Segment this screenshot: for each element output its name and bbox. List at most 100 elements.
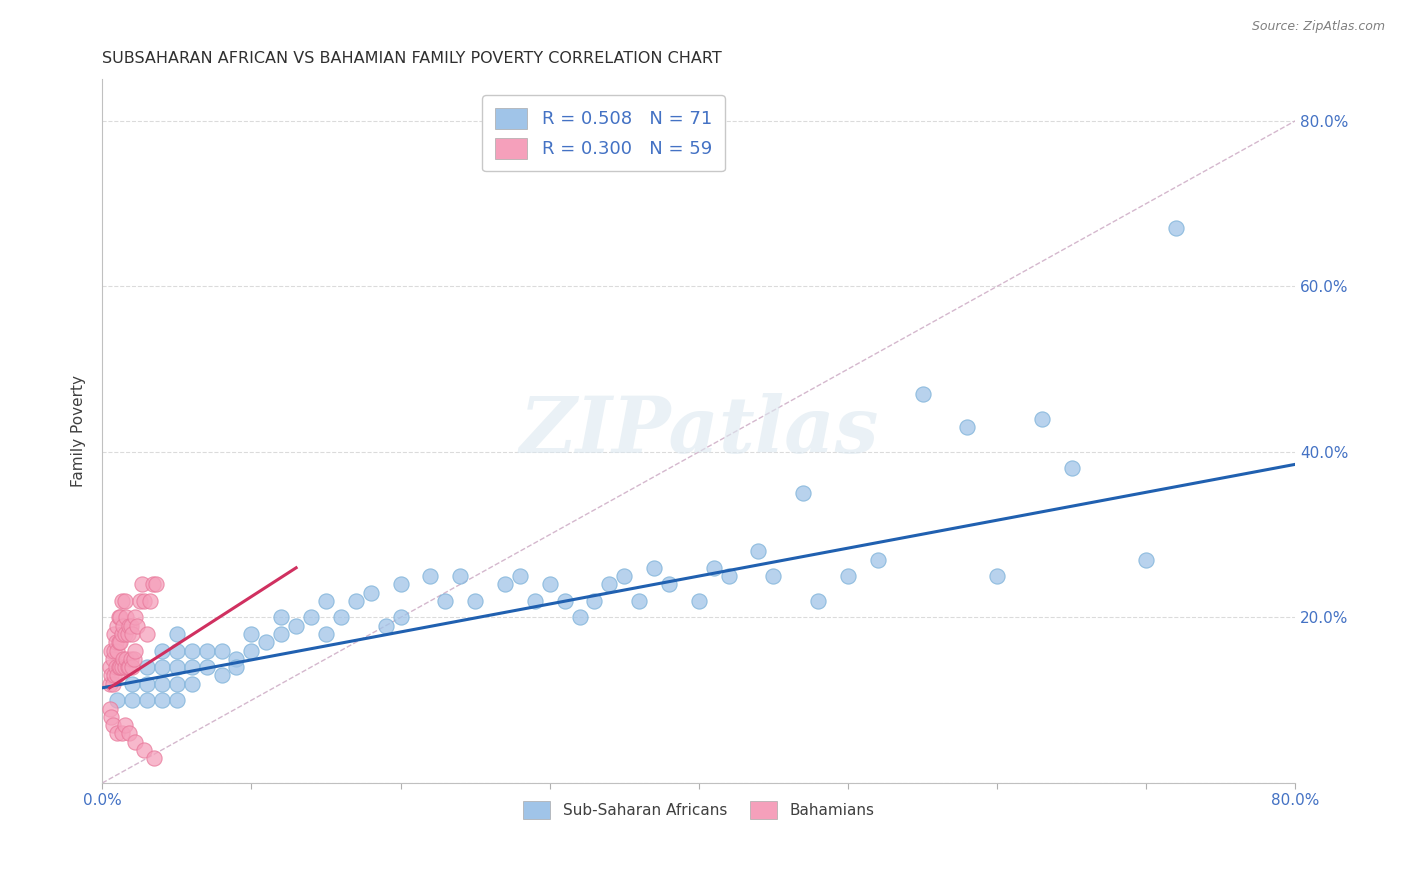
Point <box>136 693 159 707</box>
Point <box>122 652 145 666</box>
Point <box>747 544 769 558</box>
Point <box>131 577 153 591</box>
Point <box>107 660 129 674</box>
Point <box>101 718 124 732</box>
Point <box>110 660 132 674</box>
Point <box>100 710 122 724</box>
Point <box>240 627 263 641</box>
Text: Source: ZipAtlas.com: Source: ZipAtlas.com <box>1251 20 1385 33</box>
Point <box>703 561 725 575</box>
Point <box>121 676 143 690</box>
Point <box>658 577 681 591</box>
Point <box>108 610 131 624</box>
Point <box>285 619 308 633</box>
Point <box>103 643 125 657</box>
Point <box>114 718 136 732</box>
Point <box>180 660 202 674</box>
Point <box>124 734 146 748</box>
Point <box>136 676 159 690</box>
Point <box>449 569 471 583</box>
Point <box>110 594 132 608</box>
Point <box>270 610 292 624</box>
Point <box>434 594 457 608</box>
Point <box>717 569 740 583</box>
Point <box>107 610 129 624</box>
Point <box>792 486 814 500</box>
Point <box>103 668 125 682</box>
Point <box>956 420 979 434</box>
Legend: Sub-Saharan Africans, Bahamians: Sub-Saharan Africans, Bahamians <box>517 795 880 825</box>
Point <box>329 610 352 624</box>
Point <box>114 660 136 674</box>
Point <box>120 619 142 633</box>
Point <box>128 594 150 608</box>
Point <box>494 577 516 591</box>
Point <box>117 660 139 674</box>
Point <box>98 701 121 715</box>
Point <box>150 660 173 674</box>
Point <box>136 627 159 641</box>
Point <box>270 627 292 641</box>
Point <box>121 627 143 641</box>
Point <box>837 569 859 583</box>
Point <box>374 619 396 633</box>
Point <box>105 693 128 707</box>
Point <box>389 610 412 624</box>
Point <box>807 594 830 608</box>
Point <box>118 619 141 633</box>
Point <box>911 387 934 401</box>
Point <box>1135 552 1157 566</box>
Point <box>150 643 173 657</box>
Point <box>112 619 135 633</box>
Point <box>195 643 218 657</box>
Point <box>105 619 128 633</box>
Point <box>118 660 141 674</box>
Point <box>389 577 412 591</box>
Point <box>1060 461 1083 475</box>
Point <box>118 726 141 740</box>
Point <box>762 569 785 583</box>
Point <box>315 594 337 608</box>
Point <box>613 569 636 583</box>
Y-axis label: Family Poverty: Family Poverty <box>72 376 86 487</box>
Point <box>101 652 124 666</box>
Point <box>643 561 665 575</box>
Point <box>554 594 576 608</box>
Point <box>360 585 382 599</box>
Point <box>114 627 136 641</box>
Point <box>166 676 188 690</box>
Point <box>866 552 889 566</box>
Point <box>132 743 155 757</box>
Point <box>211 668 233 682</box>
Point <box>114 594 136 608</box>
Point <box>115 610 138 624</box>
Point <box>195 660 218 674</box>
Point <box>139 594 162 608</box>
Point <box>150 693 173 707</box>
Point <box>105 643 128 657</box>
Point <box>124 643 146 657</box>
Point <box>121 693 143 707</box>
Point <box>104 660 127 674</box>
Point <box>344 594 367 608</box>
Point <box>254 635 277 649</box>
Point <box>100 668 122 682</box>
Point <box>112 652 135 666</box>
Point <box>105 668 128 682</box>
Point <box>628 594 651 608</box>
Point <box>143 751 166 765</box>
Point <box>509 569 531 583</box>
Point <box>105 726 128 740</box>
Point <box>110 627 132 641</box>
Point <box>688 594 710 608</box>
Point <box>240 643 263 657</box>
Point <box>101 676 124 690</box>
Point <box>150 676 173 690</box>
Point <box>225 652 247 666</box>
Point <box>115 652 138 666</box>
Point <box>136 660 159 674</box>
Point <box>98 676 121 690</box>
Point <box>103 627 125 641</box>
Point <box>166 660 188 674</box>
Point <box>523 594 546 608</box>
